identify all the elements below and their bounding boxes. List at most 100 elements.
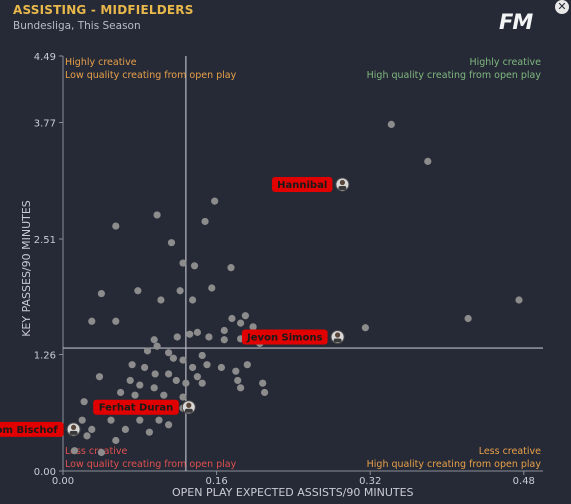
player-avatar-shirt	[69, 430, 78, 435]
quadrant-label-bottom-left: Low quality creating from open play	[65, 459, 237, 470]
data-point	[141, 363, 149, 372]
data-point	[220, 326, 228, 335]
player-avatar-shirt	[333, 338, 342, 343]
x-tick-label: 0.32	[359, 476, 381, 487]
data-point	[88, 425, 96, 434]
quadrant-label-top-left: Low quality creating from open play	[65, 70, 237, 81]
data-point	[97, 289, 105, 298]
data-point	[190, 262, 199, 270]
close-icon[interactable]: ✕	[555, 0, 569, 14]
data-point	[136, 416, 144, 424]
data-point	[201, 217, 209, 226]
data-point	[203, 361, 211, 369]
data-point	[198, 379, 206, 387]
data-point	[237, 384, 245, 392]
data-point	[136, 381, 144, 389]
player-label-box	[93, 399, 179, 415]
data-point	[95, 373, 104, 381]
data-point	[143, 347, 152, 355]
player-label: Hannibal	[277, 180, 327, 191]
data-point	[193, 328, 201, 336]
data-point	[169, 354, 177, 362]
x-tick-label: 0.00	[52, 476, 74, 487]
data-point	[205, 333, 213, 341]
quadrant-label-top-right: Highly creative	[469, 57, 541, 68]
data-point	[112, 317, 120, 325]
player-avatar-shirt	[184, 408, 193, 413]
player-label: Tom Bischof	[0, 425, 58, 436]
data-point	[228, 314, 236, 323]
quadrant-label-bottom-left: Less creative	[65, 446, 127, 457]
data-point	[153, 211, 161, 219]
data-point	[193, 373, 201, 381]
data-point	[165, 421, 173, 429]
y-tick-label: 0.00	[34, 467, 56, 478]
quadrant-label-bottom-right: High quality creating from open play	[367, 459, 542, 470]
data-point	[217, 363, 225, 372]
data-point	[227, 264, 235, 272]
x-tick-label: 0.48	[513, 476, 535, 487]
data-point	[249, 323, 257, 331]
data-point	[220, 336, 228, 344]
player-avatar-head	[339, 179, 345, 186]
x-axis-title: OPEN PLAY EXPECTED ASSISTS/90 MINUTES	[172, 486, 414, 499]
data-point	[121, 425, 129, 434]
data-point	[155, 416, 163, 424]
data-point	[208, 284, 216, 292]
y-tick-label: 1.26	[34, 351, 56, 362]
y-tick-label: 2.51	[34, 235, 56, 246]
data-point	[211, 197, 219, 205]
data-point	[150, 336, 158, 344]
data-point	[237, 319, 245, 327]
data-point	[160, 391, 168, 399]
data-point	[165, 349, 173, 357]
quadrant-label-top-left: Highly creative	[65, 57, 137, 68]
data-point	[232, 367, 240, 375]
data-point	[112, 222, 120, 230]
data-point	[117, 388, 125, 397]
player-label: Jevon Simons	[246, 332, 323, 343]
data-point	[131, 391, 139, 399]
data-point	[78, 416, 86, 424]
data-point	[172, 376, 180, 385]
data-point	[83, 432, 91, 440]
data-point	[182, 379, 190, 387]
data-point	[424, 157, 432, 165]
data-point	[107, 416, 115, 424]
data-point	[186, 330, 194, 338]
data-point	[176, 287, 184, 295]
data-point	[189, 363, 197, 372]
data-point	[151, 370, 159, 378]
x-tick-label: 0.16	[205, 476, 227, 487]
data-point	[112, 436, 120, 445]
data-point	[261, 388, 269, 397]
data-point	[70, 447, 79, 455]
y-tick-label: 4.49	[34, 52, 56, 63]
player-label-box	[0, 421, 64, 437]
data-point	[234, 376, 242, 385]
data-point	[145, 428, 153, 436]
data-point	[150, 384, 158, 392]
page-title: ASSISTING - MIDFIELDERS	[13, 3, 194, 17]
fm-logo: FM	[499, 10, 533, 34]
data-point	[179, 259, 187, 267]
data-point	[128, 361, 136, 369]
data-point	[157, 296, 165, 304]
data-point	[80, 398, 88, 406]
data-point	[361, 324, 369, 332]
y-axis-title: KEY PASSES/90 MINUTES	[19, 200, 33, 337]
data-point	[97, 448, 105, 457]
data-point	[167, 239, 176, 247]
data-point	[173, 333, 181, 341]
player-avatar-head	[186, 402, 192, 408]
data-point	[241, 312, 249, 320]
quadrant-label-bottom-right: Less creative	[479, 446, 541, 457]
data-point	[259, 379, 267, 387]
data-point	[179, 356, 187, 364]
data-point	[88, 317, 96, 325]
data-point	[387, 120, 395, 128]
data-point	[134, 287, 142, 295]
data-point	[165, 370, 173, 378]
player-avatar-head	[71, 424, 77, 431]
